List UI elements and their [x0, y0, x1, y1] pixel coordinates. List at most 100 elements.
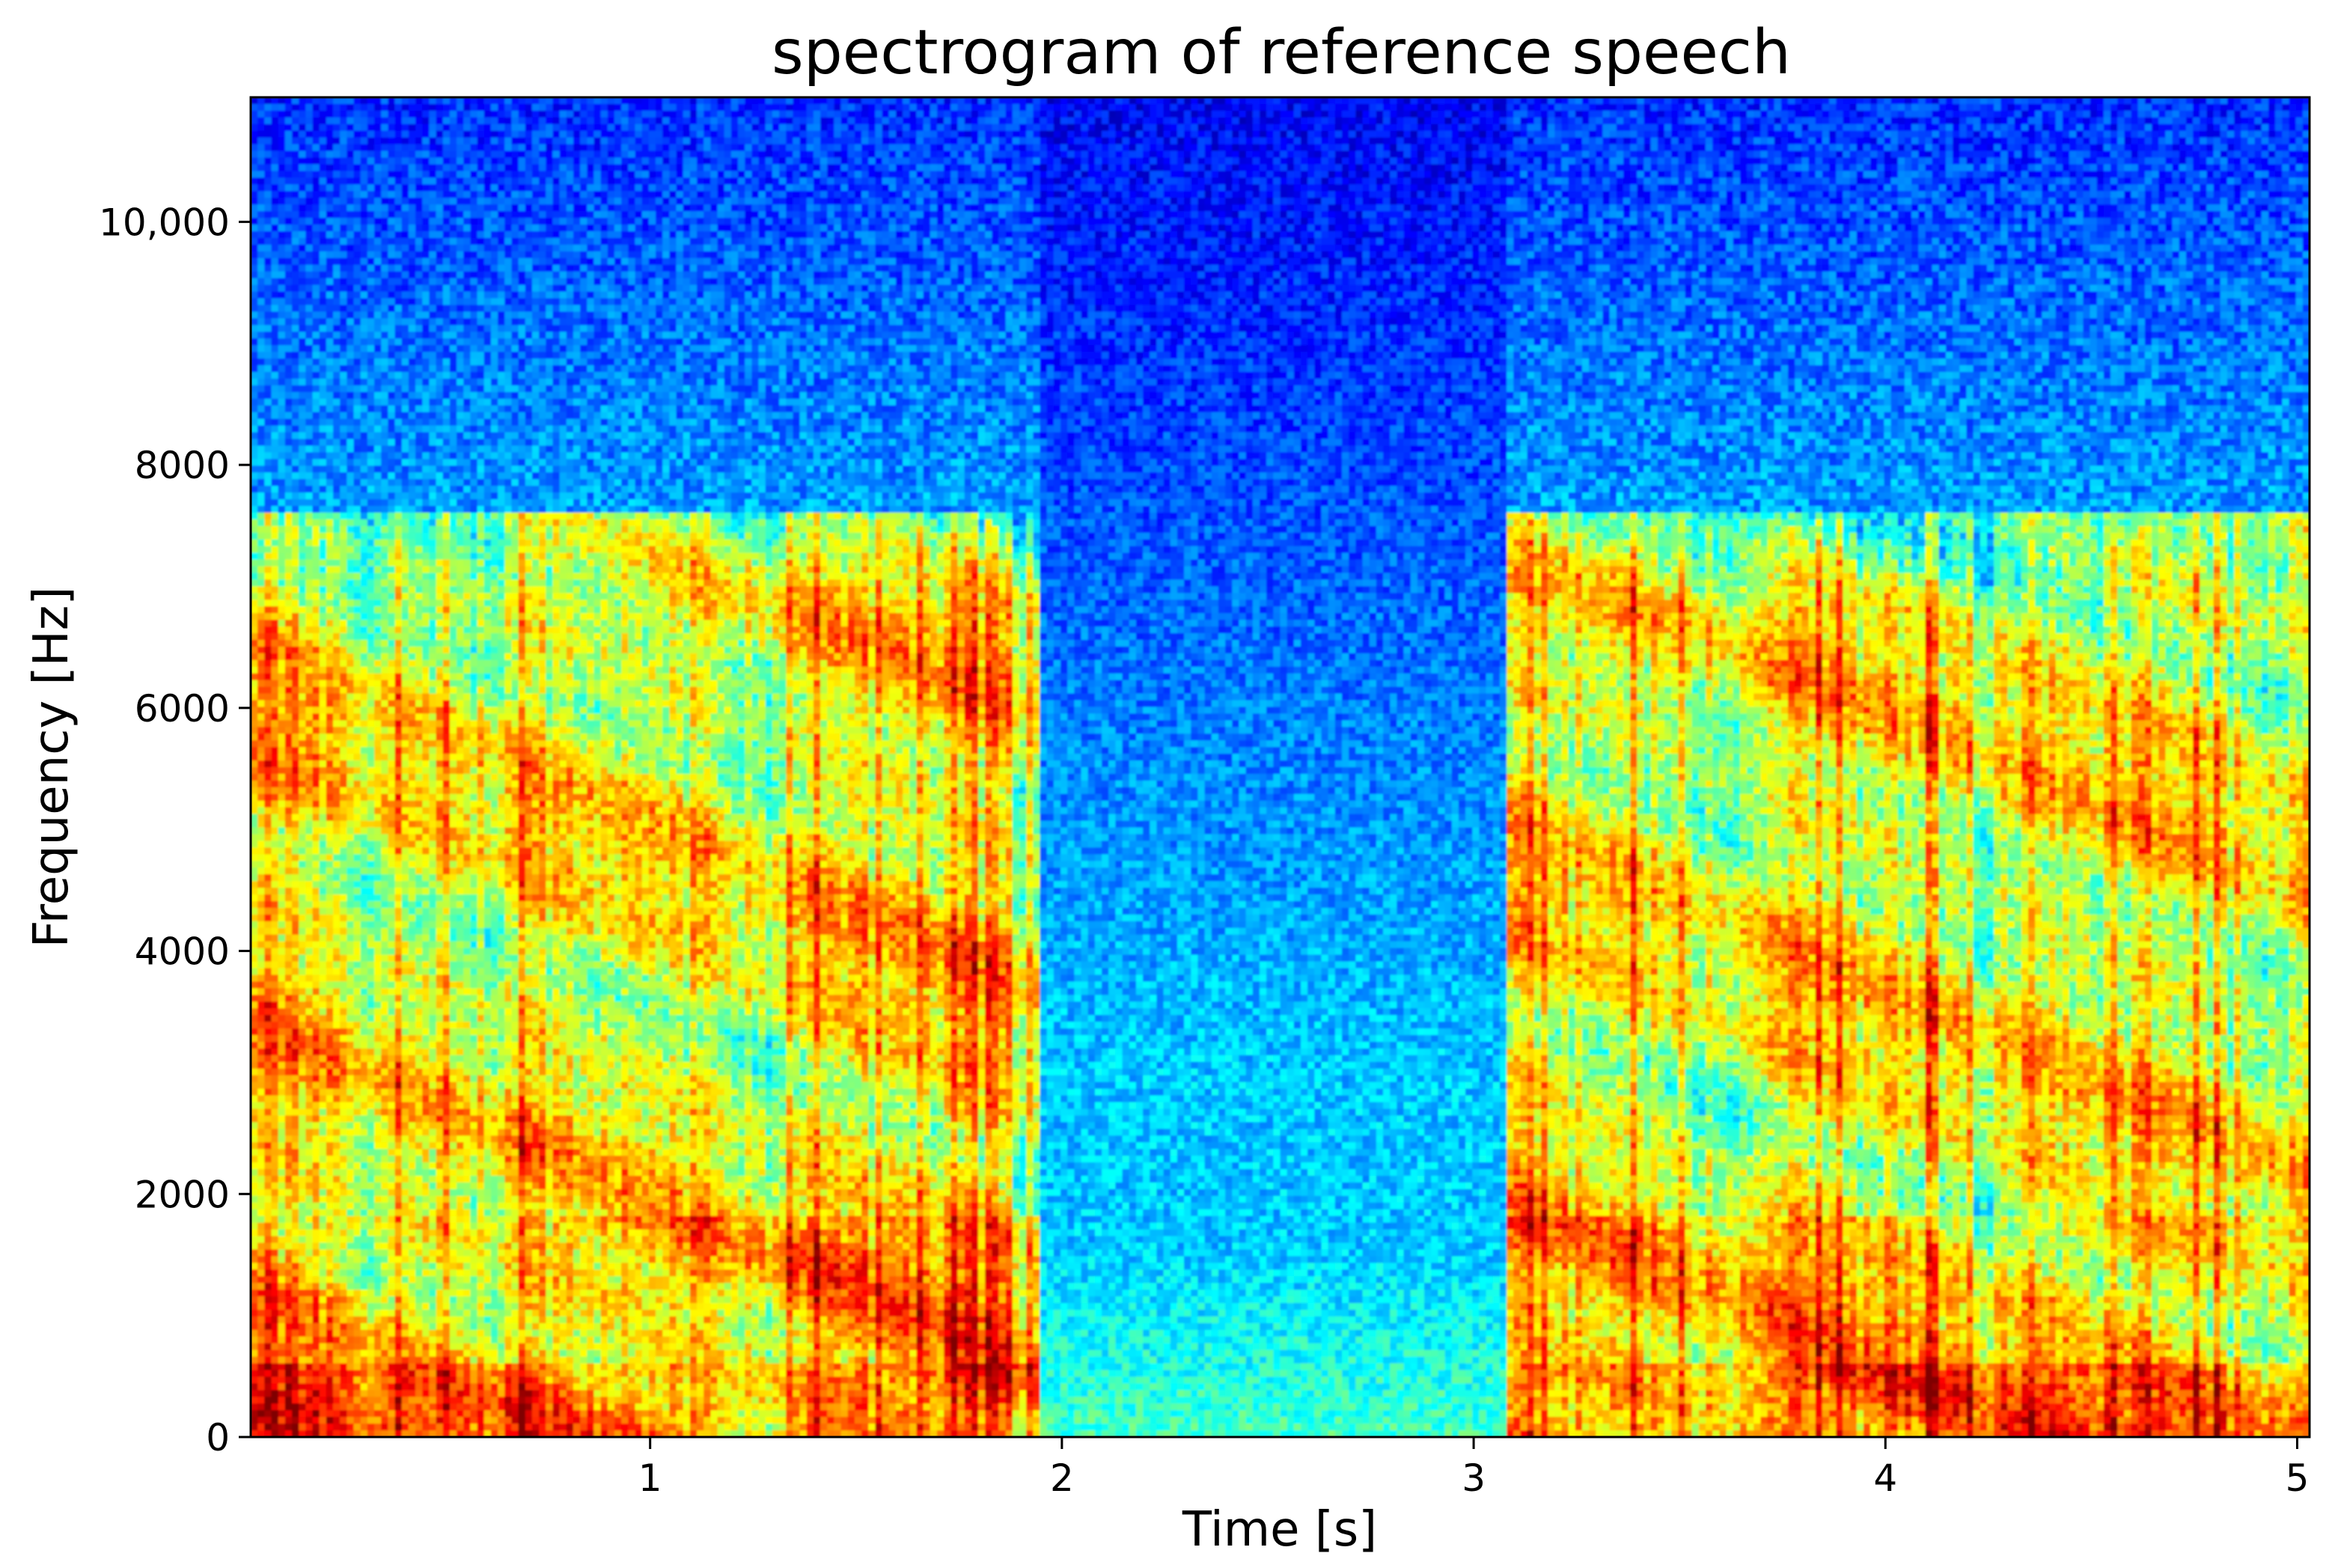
spectrogram-cell — [1459, 144, 1466, 152]
spectrogram-cell — [992, 138, 999, 145]
spectrogram-cell — [2234, 111, 2241, 118]
spectrogram-cell — [278, 158, 286, 165]
spectrogram-cell — [1266, 144, 1274, 152]
spectrogram-cell — [1939, 131, 1947, 138]
spectrogram-cell — [1074, 131, 1081, 138]
spectrogram-cell — [1164, 118, 1171, 125]
spectrogram-cell — [807, 124, 814, 132]
spectrogram-cell — [697, 118, 704, 125]
spectrogram-cell — [861, 104, 869, 112]
spectrogram-cell — [560, 138, 567, 145]
spectrogram-cell — [1719, 138, 1727, 145]
spectrogram-cell — [950, 118, 958, 125]
spectrogram-cell — [1857, 118, 1864, 125]
spectrogram-cell — [1651, 138, 1658, 145]
spectrogram-cell — [2021, 138, 2029, 145]
spectrogram-cell — [2000, 151, 2008, 159]
spectrogram-cell — [2145, 111, 2152, 118]
spectrogram-cell — [1486, 144, 1494, 152]
spectrogram-cell — [1156, 144, 1164, 152]
spectrogram-cell — [367, 158, 375, 165]
spectrogram-cell — [1589, 144, 1596, 152]
spectrogram-cell — [1060, 118, 1068, 125]
spectrogram-cell — [1548, 118, 1555, 125]
spectrogram-cell — [889, 158, 897, 165]
spectrogram-cell — [1911, 104, 1919, 112]
spectrogram-cell — [937, 144, 944, 152]
spectrogram-cell — [861, 118, 869, 125]
spectrogram-cell — [1088, 124, 1096, 132]
spectrogram-cell — [1946, 111, 1953, 118]
spectrogram-cell — [1328, 131, 1336, 138]
spectrogram-cell — [1809, 124, 1816, 132]
spectrogram-cell — [1795, 111, 1802, 118]
spectrogram-cell — [1266, 118, 1274, 125]
spectrogram-cell — [1349, 104, 1356, 112]
spectrogram-cell — [1123, 124, 1130, 132]
spectrogram-cell — [257, 151, 265, 159]
spectrogram-cell — [2008, 104, 2015, 112]
spectrogram-cell — [669, 138, 677, 145]
spectrogram-cell — [1060, 124, 1068, 132]
spectrogram-cell — [1370, 118, 1377, 125]
spectrogram-cell — [2028, 144, 2036, 152]
spectrogram-cell — [457, 151, 464, 159]
spectrogram-cell — [1095, 138, 1102, 145]
spectrogram-cell — [1445, 151, 1453, 159]
spectrogram-cell — [1500, 104, 1507, 112]
spectrogram-cell — [1074, 104, 1081, 112]
spectrogram-cell — [1946, 138, 1953, 145]
spectrogram-cell — [1417, 124, 1425, 132]
spectrogram-cell — [1390, 138, 1397, 145]
spectrogram-cell — [292, 158, 299, 165]
spectrogram-cell — [552, 104, 560, 112]
spectrogram-cell — [1801, 131, 1809, 138]
spectrogram-cell — [1884, 124, 1891, 132]
spectrogram-cell — [443, 111, 451, 118]
spectrogram-cell — [608, 138, 615, 145]
spectrogram-cell — [1658, 111, 1665, 118]
spectrogram-cell — [1829, 118, 1837, 125]
spectrogram-cell — [409, 144, 416, 152]
spectrogram-cell — [1438, 151, 1445, 159]
spectrogram-cell — [2083, 104, 2090, 112]
spectrogram-cell — [1836, 124, 1843, 132]
spectrogram-cell — [759, 111, 766, 118]
spectrogram-cell — [1637, 111, 1644, 118]
spectrogram-cell — [1809, 104, 1816, 112]
spectrogram-cell — [1678, 131, 1685, 138]
spectrogram-cell — [1623, 104, 1631, 112]
spectrogram-cell — [347, 151, 354, 159]
spectrogram-cell — [1500, 138, 1507, 145]
spectrogram-cell — [1026, 158, 1034, 165]
spectrogram-cell — [1307, 118, 1315, 125]
spectrogram-cell — [560, 104, 567, 112]
spectrogram-cell — [1040, 131, 1048, 138]
spectrogram-cell — [820, 118, 828, 125]
spectrogram-cell — [1197, 104, 1205, 112]
spectrogram-cell — [594, 144, 602, 152]
spectrogram-cell — [697, 131, 704, 138]
spectrogram-cell — [2220, 124, 2228, 132]
spectrogram-cell — [2193, 118, 2200, 125]
spectrogram-cell — [2097, 111, 2104, 118]
spectrogram-cell — [1013, 138, 1020, 145]
spectrogram-cell — [292, 118, 299, 125]
spectrogram-cell — [1273, 124, 1281, 132]
spectrogram-cell — [1712, 104, 1720, 112]
spectrogram-cell — [552, 118, 560, 125]
spectrogram-cell — [1239, 118, 1246, 125]
spectrogram-cell — [1164, 111, 1171, 118]
spectrogram-cell — [1067, 104, 1075, 112]
spectrogram-cell — [2069, 131, 2077, 138]
spectrogram-cell — [614, 151, 622, 159]
spectrogram-cell — [573, 144, 581, 152]
spectrogram-cell — [2076, 118, 2084, 125]
spectrogram-cell — [1349, 124, 1356, 132]
spectrogram-cell — [1281, 104, 1288, 112]
spectrogram-cell — [2234, 131, 2241, 138]
spectrogram-cell — [1822, 104, 1830, 112]
spectrogram-cell — [978, 124, 986, 132]
spectrogram-cell — [759, 124, 766, 132]
spectrogram-cell — [724, 158, 732, 165]
